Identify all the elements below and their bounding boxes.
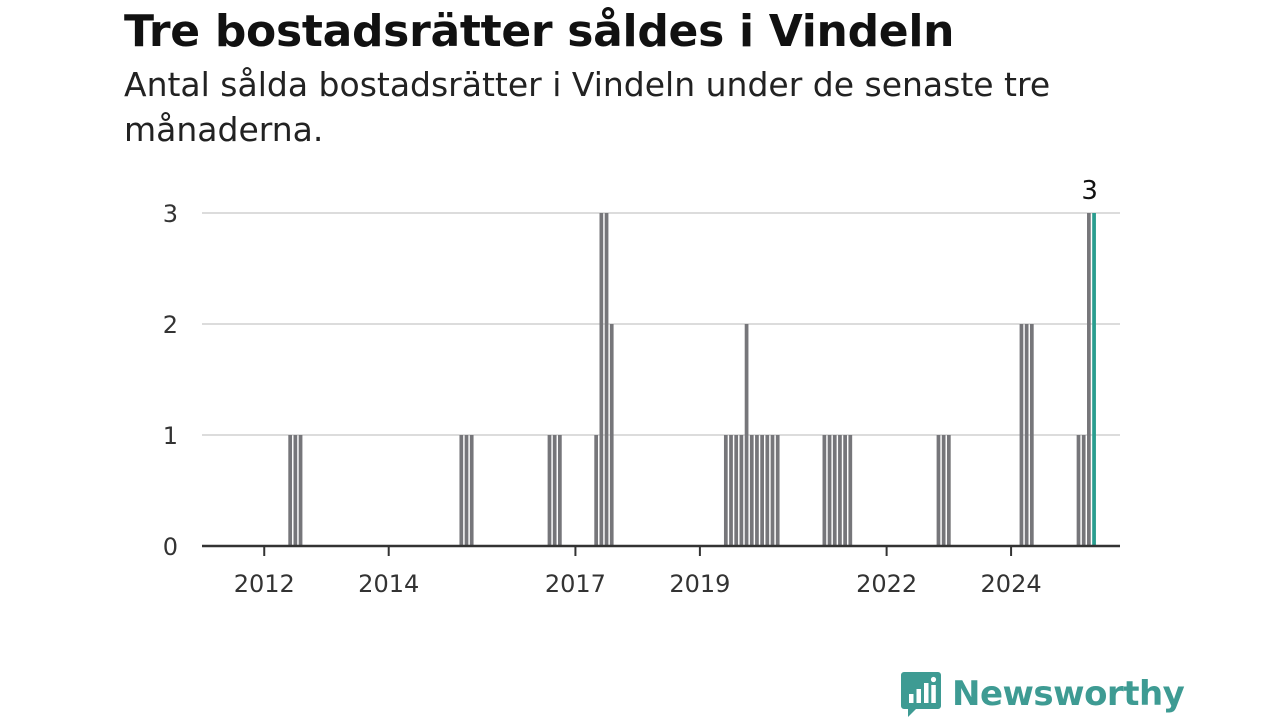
bar [1029,324,1034,546]
bar [552,435,557,546]
chart-title: Tre bostadsrätter såldes i Vindeln [124,6,955,57]
bar [946,435,951,546]
grid-lines [202,212,1120,436]
bar [760,435,764,546]
bar [729,435,733,546]
bar [1092,213,1096,546]
y-tick-label: 1 [163,422,178,450]
x-tick-label: 2022 [856,570,917,598]
bar [775,435,780,546]
bar [298,435,303,546]
bar [936,435,941,546]
y-tick-label: 2 [163,311,178,339]
x-tick-label: 2012 [234,570,295,598]
bar [941,435,946,546]
chart-bubble-icon [901,672,941,717]
bars [288,213,1096,546]
bar [469,435,474,546]
x-tick-label: 2019 [669,570,730,598]
chart-subtitle: Antal sålda bostadsrätter i Vindeln unde… [124,65,1051,149]
bar [838,435,842,546]
bar [609,324,614,546]
bar [547,435,552,546]
bar [1019,324,1024,546]
bar-chart: 0 1 2 3 2012 2014 2017 2019 2022 2024 3 [163,176,1120,598]
x-tick-label: 2014 [358,570,419,598]
axes [202,544,1120,556]
bar [288,435,293,546]
bar [604,213,609,546]
bar [599,213,604,546]
bar [822,435,827,546]
bar [832,435,837,546]
bar [1024,324,1029,546]
bar [765,435,770,546]
bar [293,435,298,546]
bar [464,435,469,546]
bar [459,435,464,546]
bar [843,435,847,546]
x-tick-label: 2017 [545,570,606,598]
bar [1081,435,1086,546]
x-tick-label: 2024 [981,570,1042,598]
data-label: 3 [1081,176,1098,206]
y-tick-label: 3 [163,200,178,228]
bar [594,435,599,546]
bar [723,435,728,546]
bar [749,435,754,546]
bar [848,435,853,546]
bar [755,435,759,546]
y-tick-label: 0 [163,533,178,561]
bar [1087,213,1091,546]
newsworthy-logo: Newsworthy [900,670,1185,718]
bar [558,435,562,546]
bar [739,435,744,546]
labels: 0 1 2 3 2012 2014 2017 2019 2022 2024 3 [163,176,1098,598]
bar [744,324,749,546]
bar [734,435,739,546]
bar [827,435,832,546]
bar [1076,435,1081,546]
bar [770,435,775,546]
brand-name: Newsworthy [952,674,1185,714]
